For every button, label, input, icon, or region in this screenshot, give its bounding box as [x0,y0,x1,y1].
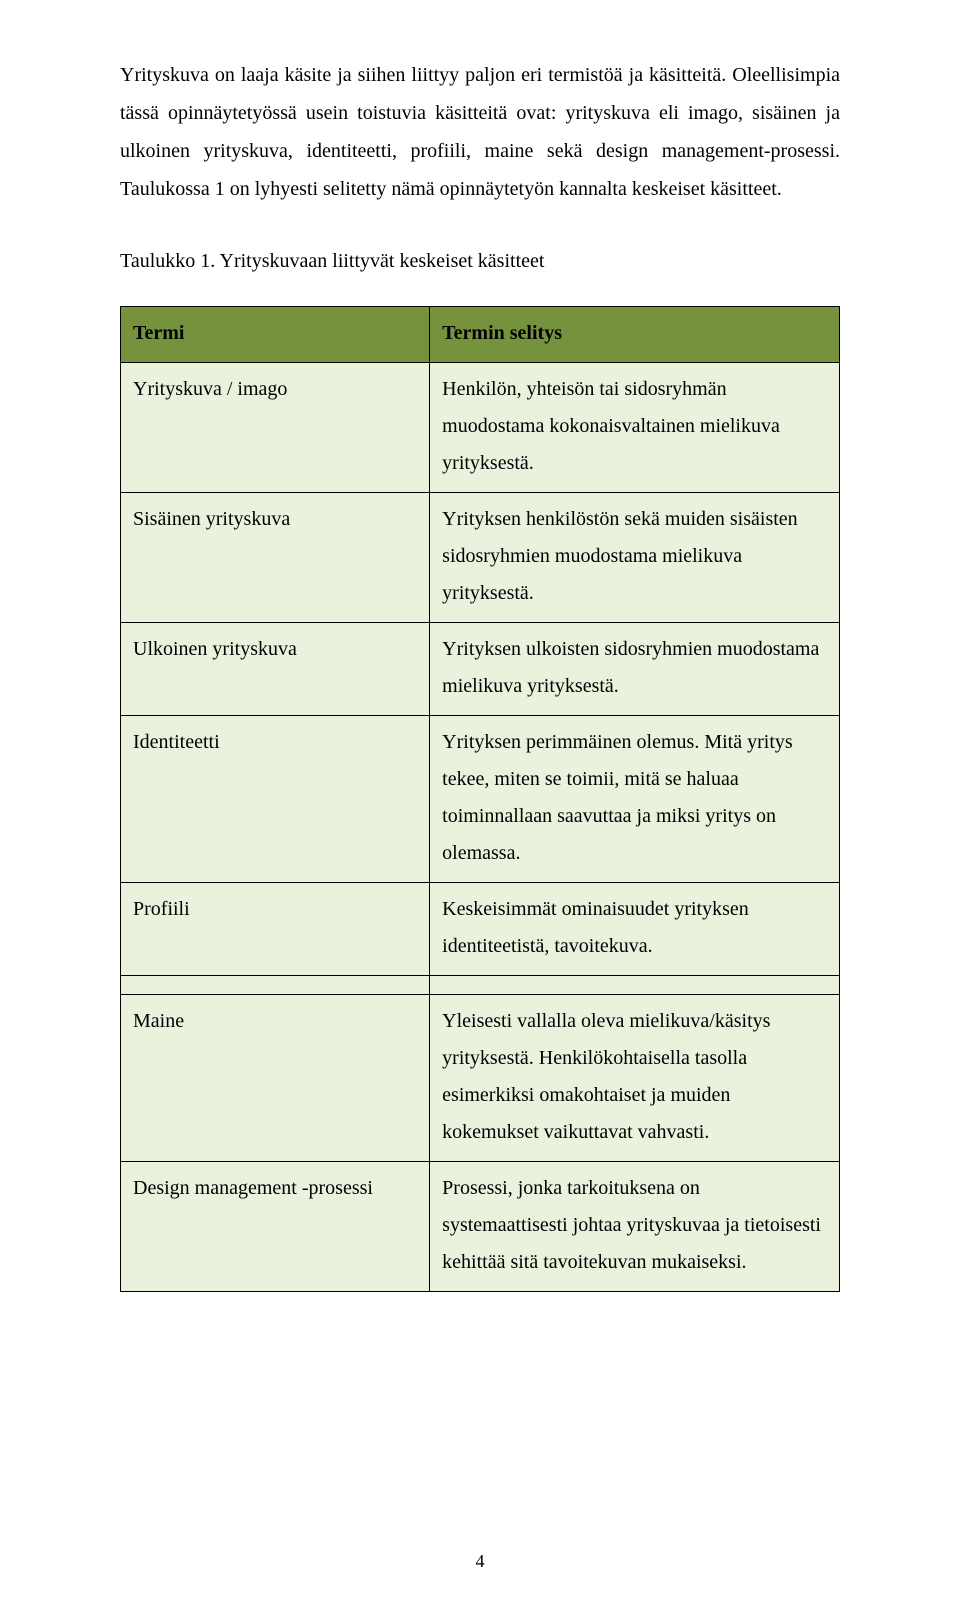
table-gap-row [121,976,840,995]
table-row: Sisäinen yrityskuva Yrityksen henkilöstö… [121,493,840,623]
table-header-desc: Termin selitys [430,307,840,363]
table-row: Maine Yleisesti vallalla oleva mielikuva… [121,995,840,1162]
terms-table: Termi Termin selitys Yrityskuva / imago … [120,306,840,1292]
intro-paragraph: Yrityskuva on laaja käsite ja siihen lii… [120,56,840,208]
term-cell: Ulkoinen yrityskuva [121,623,430,716]
term-cell: Design management -prosessi [121,1162,430,1292]
desc-cell: Yrityksen ulkoisten sidosryhmien muodost… [430,623,840,716]
table-row: Identiteetti Yrityksen perimmäinen olemu… [121,716,840,883]
desc-cell: Keskeisimmät ominaisuudet yrityksen iden… [430,883,840,976]
table-row: Ulkoinen yrityskuva Yrityksen ulkoisten … [121,623,840,716]
desc-cell: Yrityksen henkilöstön sekä muiden sisäis… [430,493,840,623]
gap-cell [121,976,430,995]
term-cell: Yrityskuva / imago [121,363,430,493]
table-row: Profiili Keskeisimmät ominaisuudet yrity… [121,883,840,976]
term-cell: Maine [121,995,430,1162]
term-cell: Identiteetti [121,716,430,883]
page: Yrityskuva on laaja käsite ja siihen lii… [0,0,960,1606]
table-header-row: Termi Termin selitys [121,307,840,363]
table-header-term: Termi [121,307,430,363]
table-caption: Taulukko 1. Yrityskuvaan liittyvät keske… [120,242,840,280]
desc-cell: Yrityksen perimmäinen olemus. Mitä yrity… [430,716,840,883]
term-cell: Sisäinen yrityskuva [121,493,430,623]
table-row: Yrityskuva / imago Henkilön, yhteisön ta… [121,363,840,493]
page-number: 4 [0,1551,960,1572]
gap-cell [430,976,840,995]
term-cell: Profiili [121,883,430,976]
table-row: Design management -prosessi Prosessi, jo… [121,1162,840,1292]
desc-cell: Yleisesti vallalla oleva mielikuva/käsit… [430,995,840,1162]
desc-cell: Prosessi, jonka tarkoituksena on systema… [430,1162,840,1292]
desc-cell: Henkilön, yhteisön tai sidosryhmän muodo… [430,363,840,493]
